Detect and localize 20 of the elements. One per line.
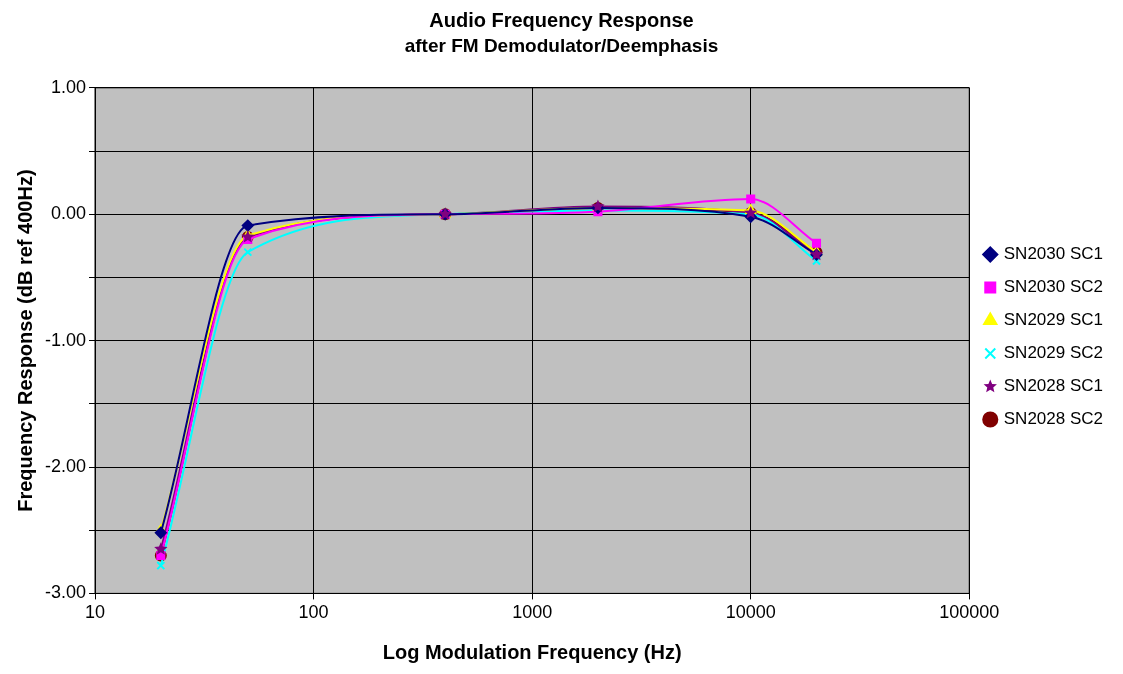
legend-label: SN2029 SC2 <box>1003 343 1104 363</box>
chart-subtitle: after FM Demodulator/Deemphasis <box>404 34 719 56</box>
y-tick-label: -1.00 <box>45 329 87 350</box>
legend-label: SN2028 SC2 <box>1003 409 1104 429</box>
legend-label: SN2030 SC2 <box>1003 277 1104 297</box>
x-tick-label: 10000 <box>725 602 776 623</box>
x-axis-title: Log Modulation Frequency (Hz) <box>382 640 682 663</box>
y-tick-label: 1.00 <box>50 76 87 97</box>
x-tick-label: 100 <box>298 602 329 623</box>
x-tick-label: 100000 <box>939 602 1000 623</box>
y-tick-label: 0.00 <box>50 203 87 224</box>
y-tick-label: -3.00 <box>45 582 87 603</box>
chart-title: Audio Frequency Response <box>429 8 694 31</box>
legend-label: SN2028 SC1 <box>1003 376 1104 396</box>
y-axis-title: Frequency Response (dB ref 400Hz) <box>13 169 36 512</box>
legend-label: SN2029 SC1 <box>1003 310 1104 330</box>
legend-label: SN2030 SC1 <box>1003 244 1104 264</box>
x-tick-label: 10 <box>85 602 106 623</box>
y-tick-label: -2.00 <box>45 455 87 476</box>
x-tick-label: 1000 <box>512 602 553 623</box>
